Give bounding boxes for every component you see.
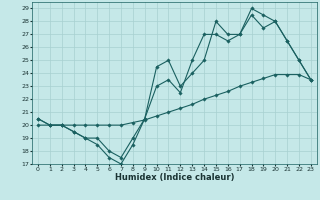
X-axis label: Humidex (Indice chaleur): Humidex (Indice chaleur) bbox=[115, 173, 234, 182]
